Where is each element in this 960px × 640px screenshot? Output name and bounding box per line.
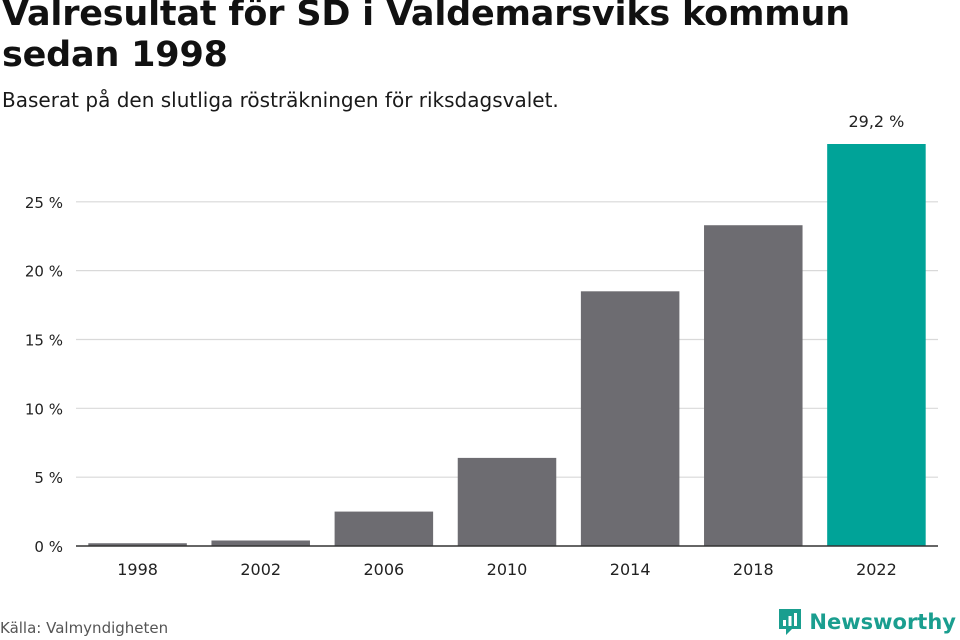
y-tick-label: 0 %: [34, 538, 63, 556]
x-tick-label: 2018: [733, 560, 774, 579]
bar-chart: 0 % 5 % 10 % 15 % 20 % 25 % 1998 2002 2006 2010 20…: [25, 112, 938, 579]
y-tick-label: 15 %: [25, 331, 63, 349]
chart-subtitle: Baserat på den slutliga rösträkningen fö…: [2, 88, 559, 112]
brand-logo: Newsworthy: [777, 606, 956, 638]
bar-2022: [827, 144, 926, 546]
bar-2010: [457, 457, 557, 546]
x-tick-label: 2002: [240, 560, 281, 579]
x-tick-label: 1998: [117, 560, 158, 579]
bar-2006: [334, 511, 434, 546]
bar-2018: [704, 225, 803, 547]
brand-name: Newsworthy: [809, 610, 956, 634]
x-tick-label: 2010: [487, 560, 528, 579]
y-tick-label: 10 %: [25, 400, 63, 418]
source-note: Källa: Valmyndigheten: [0, 619, 169, 637]
x-tick-label: 2022: [856, 560, 897, 579]
y-tick-label: 25 %: [25, 194, 63, 212]
x-tick-label: 2006: [363, 560, 404, 579]
y-tick-label: 5 %: [34, 469, 63, 487]
bar-2002: [211, 540, 310, 546]
chart-title: Valresultat för SD i Valdemarsviks kommu…: [2, 0, 850, 75]
data-label: 29,2 %: [848, 112, 904, 131]
bar-2014: [580, 291, 680, 546]
y-tick-label: 20 %: [25, 263, 63, 281]
bar-1998: [88, 543, 187, 546]
x-tick-label: 2014: [610, 560, 651, 579]
newsworthy-logo-icon: [779, 609, 802, 635]
